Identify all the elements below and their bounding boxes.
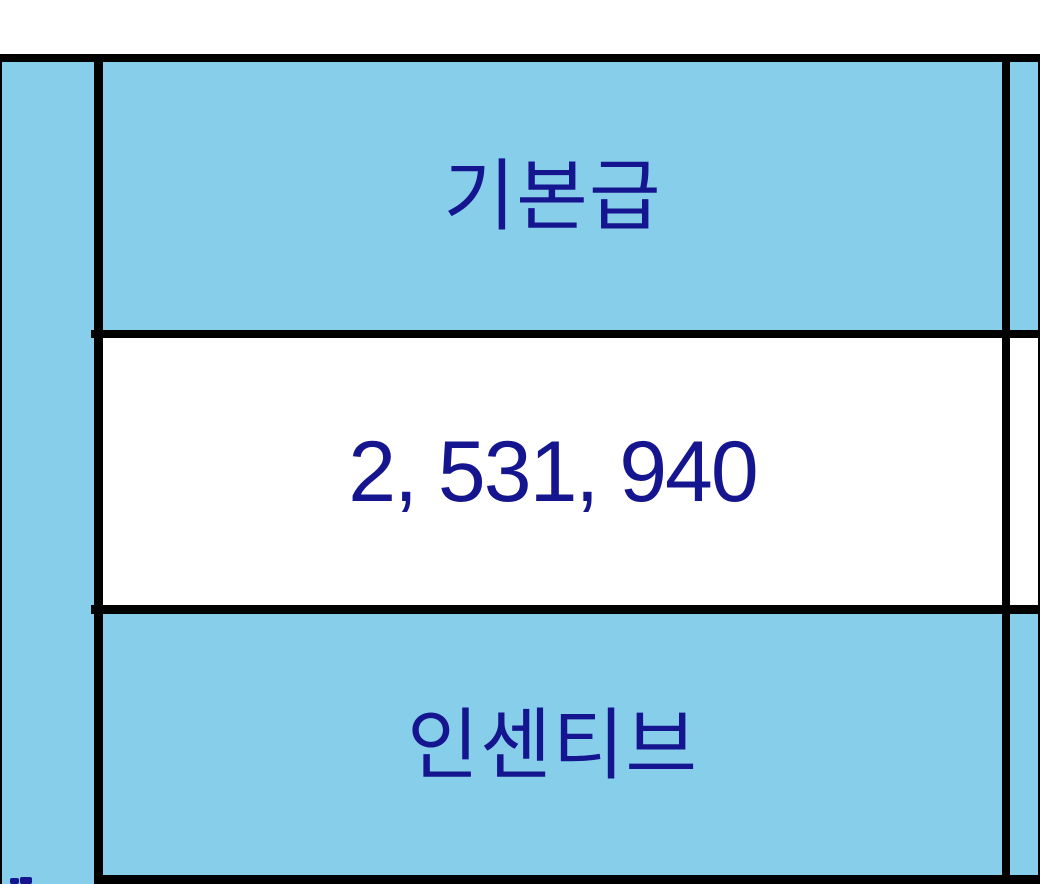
gridline-horizontal-bottom [94, 875, 1040, 884]
basic-pay-label: 기본급 [443, 152, 662, 240]
basic-pay-amount: 2, 531, 940 [348, 423, 758, 520]
gridline-left-screen-edge [0, 54, 2, 884]
left-column-merged-cell[interactable] [2, 62, 94, 884]
cell-incentive-header[interactable]: 인센티브 [103, 614, 1002, 875]
gridline-horizontal-top [0, 54, 1040, 62]
clipped-text-fragment [20, 877, 32, 884]
right-column-cell-top[interactable] [1010, 62, 1038, 330]
gridline-right-screen-edge [1038, 54, 1040, 884]
cell-basic-pay-header[interactable]: 기본급 [103, 62, 1002, 330]
cell-basic-pay-amount[interactable]: 2, 531, 940 [103, 338, 1002, 605]
gridline-vertical-right [1002, 54, 1010, 884]
gridline-vertical-left [94, 54, 103, 884]
page-top-margin [0, 0, 1040, 54]
right-column-cell-middle[interactable] [1010, 338, 1038, 605]
gridline-horizontal-row1-row2 [91, 330, 1040, 338]
gridline-horizontal-row2-row3 [91, 605, 1040, 614]
right-column-cell-bottom[interactable] [1010, 614, 1038, 875]
clipped-text-fragment [10, 878, 19, 884]
incentive-label: 인센티브 [406, 700, 699, 789]
